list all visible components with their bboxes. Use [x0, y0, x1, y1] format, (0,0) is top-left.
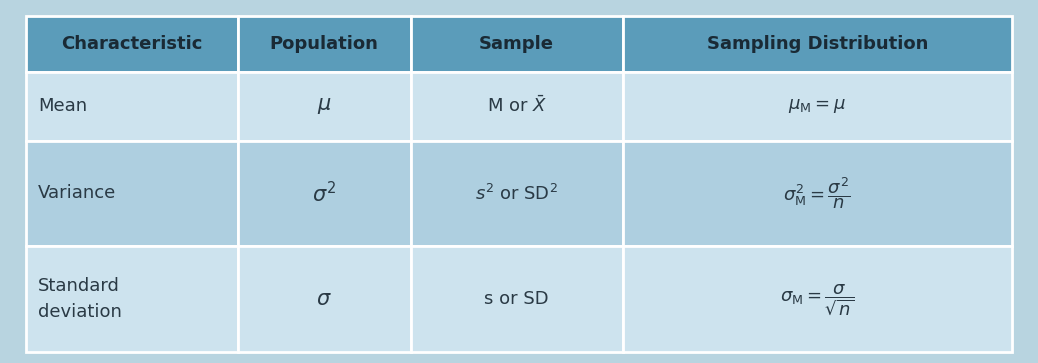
Text: $\mu$: $\mu$: [317, 96, 331, 116]
Bar: [623, 140, 1012, 246]
Bar: [238, 16, 410, 72]
Text: $\mu_{\mathsf{M}} = \mu$: $\mu_{\mathsf{M}} = \mu$: [789, 97, 846, 115]
Text: Standard
deviation: Standard deviation: [37, 277, 121, 321]
Text: Sample: Sample: [479, 35, 554, 53]
Text: Population: Population: [270, 35, 379, 53]
Bar: [410, 72, 623, 140]
Bar: [410, 246, 623, 352]
Bar: [238, 246, 410, 352]
Bar: [26, 140, 238, 246]
Bar: [623, 72, 1012, 140]
Text: Mean: Mean: [37, 97, 87, 115]
Bar: [26, 16, 238, 72]
Text: Characteristic: Characteristic: [61, 35, 202, 53]
Bar: [238, 140, 410, 246]
Bar: [623, 246, 1012, 352]
Bar: [26, 72, 238, 140]
Bar: [623, 16, 1012, 72]
Text: $\sigma_{\mathsf{M}}^2 = \dfrac{\sigma^2}{n}$: $\sigma_{\mathsf{M}}^2 = \dfrac{\sigma^2…: [784, 176, 851, 211]
Bar: [410, 16, 623, 72]
Text: $s^2$ or SD$^2$: $s^2$ or SD$^2$: [475, 183, 557, 204]
Text: Variance: Variance: [37, 184, 116, 203]
Text: s or SD: s or SD: [484, 290, 549, 308]
Text: $\sigma^2$: $\sigma^2$: [312, 181, 336, 206]
Bar: [238, 72, 410, 140]
Bar: [410, 140, 623, 246]
Text: $\sigma_{\mathsf{M}} = \dfrac{\sigma}{\sqrt{n}}$: $\sigma_{\mathsf{M}} = \dfrac{\sigma}{\s…: [781, 282, 854, 317]
Text: $\sigma$: $\sigma$: [317, 289, 332, 309]
Text: M or $\bar{X}$: M or $\bar{X}$: [487, 96, 547, 117]
Text: Sampling Distribution: Sampling Distribution: [707, 35, 928, 53]
Bar: [26, 246, 238, 352]
